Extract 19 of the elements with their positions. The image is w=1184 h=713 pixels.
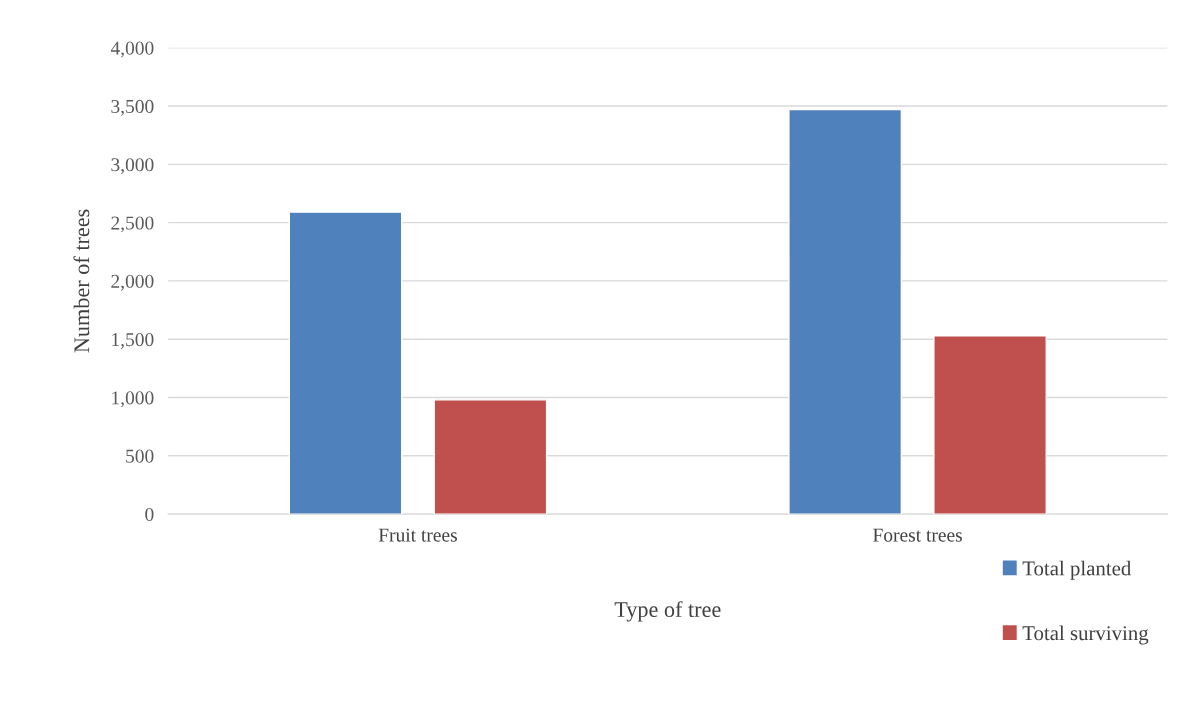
x-axis-title: Type of tree — [614, 601, 721, 622]
legend-label: Total planted — [1022, 560, 1132, 580]
y-tick-label: 1,000 — [112, 391, 154, 408]
bar — [288, 211, 403, 515]
y-tick-label: 3,000 — [111, 158, 154, 175]
y-tick-label: 3,500 — [111, 99, 154, 116]
y-tick-label: 0 — [145, 507, 154, 522]
y-tick-label: 4,000 — [110, 41, 154, 58]
y-tick-label: 2,500 — [111, 216, 154, 233]
y-tick-label: 500 — [126, 449, 154, 463]
legend-label: Total surviving — [1022, 625, 1149, 645]
bar — [933, 335, 1047, 515]
y-tick-label: 2,000 — [111, 274, 154, 291]
x-tick-label: Fruit trees — [378, 528, 457, 542]
bar — [433, 399, 548, 515]
x-tick-label: Forest trees — [873, 528, 962, 542]
y-axis-title: Number of trees — [73, 209, 90, 353]
bar — [788, 108, 903, 515]
y-tick-label: 1,500 — [112, 333, 154, 349]
